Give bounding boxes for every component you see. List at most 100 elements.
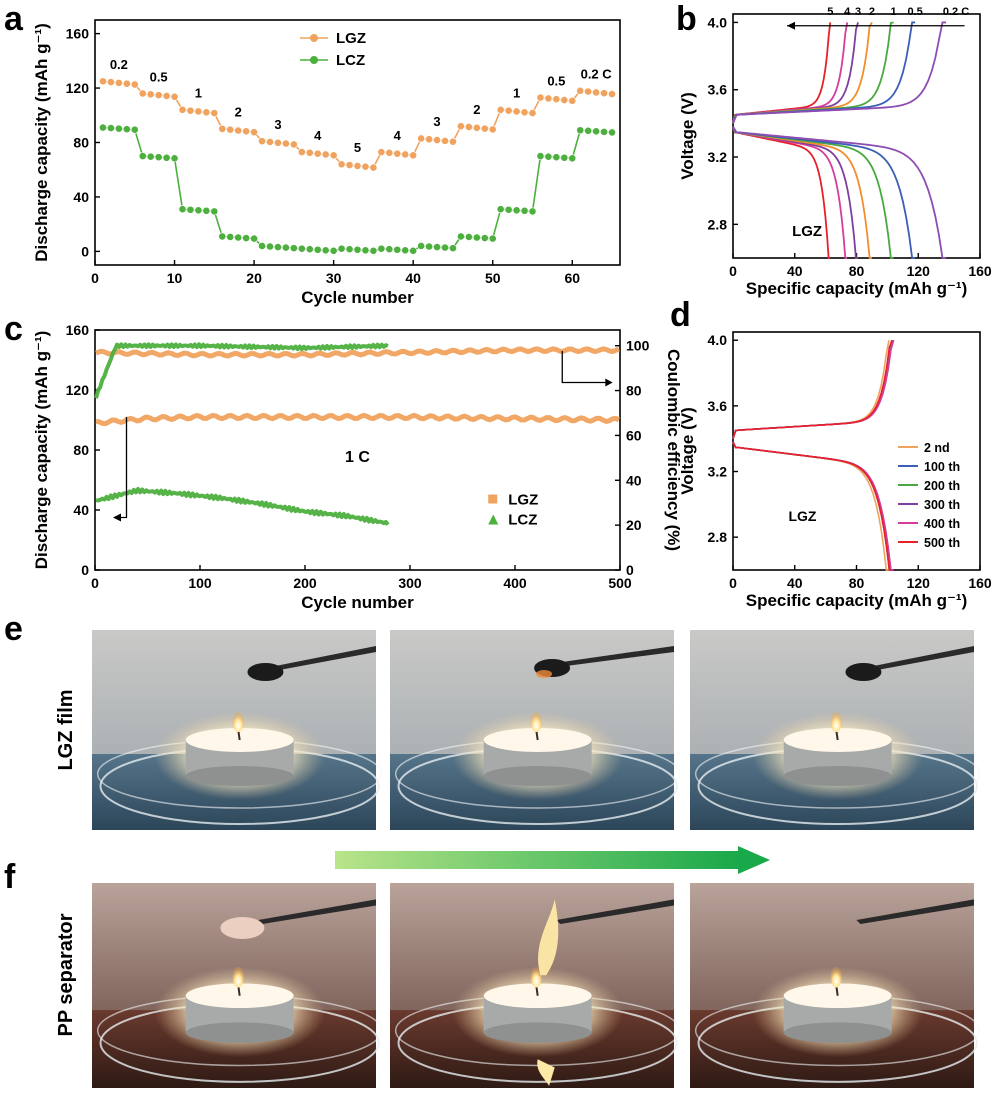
data-point-LGZ [361, 162, 370, 171]
discharge-curve-0.2 C [732, 126, 947, 259]
data-point-LGZ [401, 150, 410, 159]
x-tick-label: 40 [787, 575, 803, 591]
legend-label: LGZ [508, 492, 538, 509]
data-point-LCZ [210, 207, 219, 216]
discharge-curve-300th [732, 441, 894, 571]
photo-f-2 [690, 883, 981, 1088]
dripping-flame [537, 1059, 555, 1086]
y-tick-label: 4.0 [708, 14, 728, 30]
panel-e-row-label: LGZ film [55, 689, 77, 770]
data-point-LGZ [114, 78, 123, 87]
data-point-LGZ [218, 124, 227, 133]
data-point-LCZ [536, 152, 545, 161]
data-point-LGZ [568, 96, 577, 105]
candle-flame [830, 712, 842, 732]
data-point-LGZ [592, 88, 601, 97]
data-point-LGZ [266, 138, 274, 146]
data-point-LCZ [433, 243, 441, 251]
data-point-LCZ [122, 125, 131, 134]
x-tick-label: 400 [503, 575, 527, 591]
progression-arrow [335, 846, 770, 874]
x-tick-label: 40 [787, 263, 803, 279]
data-point-LGZ [178, 105, 187, 114]
curve-label: 2 [869, 6, 875, 18]
y-tick-label: 80 [73, 442, 89, 458]
rate-label: 0.2 [110, 57, 128, 72]
data-point-LCZ [130, 125, 139, 134]
data-point-LGZ [282, 139, 290, 148]
y-tick-label: 3.2 [708, 149, 728, 165]
data-point-LCZ [425, 242, 433, 251]
chart-b-voltage-profiles: 0 40 80 120 160 2.8 3.2 3.6 4.0 Specific capacity… [678, 6, 992, 298]
y2-axis-label: Coulombic efficiency (%) [664, 349, 683, 551]
rate-label: 5 [354, 140, 361, 155]
y2-tick-label: 80 [626, 383, 642, 399]
data-point-LCZ [369, 246, 378, 255]
data-point-LGZ [242, 127, 251, 136]
data-point-LGZ [226, 125, 235, 134]
data-point-LCZ [409, 246, 418, 255]
y-tick-label: 2.8 [708, 529, 728, 545]
data-point-LCZ [242, 234, 251, 242]
annotation: LGZ [788, 508, 816, 524]
tweezers [275, 646, 376, 670]
rate-label: 0.5 [150, 69, 168, 84]
data-point-LGZ [250, 128, 258, 137]
data-point-LGZ [472, 123, 481, 132]
data-point-LCZ [568, 154, 577, 163]
charge-curve-400th [732, 339, 895, 439]
discharge-curve-200th [732, 441, 893, 571]
photo-f-1 [390, 883, 681, 1088]
data-point-LCZ [528, 207, 537, 216]
legend-marker [310, 34, 318, 42]
data-point-LCZ [608, 128, 616, 137]
x-tick-label: 300 [398, 575, 422, 591]
data-point-LCZ [496, 205, 505, 214]
discharge-curve-2nd [732, 441, 889, 571]
chart-a-rate-capability: 0 10 20 30 40 50 60 0 40 80 120 160 Cycle number Disc… [32, 19, 621, 307]
candle-tin-bottom [783, 1022, 892, 1043]
rate-label: 3 [433, 114, 440, 129]
data-point-LCZ [321, 246, 330, 255]
y-tick-label: 120 [66, 80, 90, 96]
data-point-LGZ [409, 151, 418, 160]
axis-indicator-left-head [113, 513, 121, 522]
data-point-LCZ [186, 205, 195, 214]
x-tick-label: 0 [91, 575, 99, 591]
tweezers [873, 646, 974, 670]
data-point-LCZ [250, 234, 258, 243]
y-tick-label: 2.8 [708, 216, 728, 232]
legend-label: 300 th [924, 498, 960, 512]
data-point-LCZ [99, 123, 107, 132]
candle-wax [483, 983, 592, 1009]
data-point-LCZ [274, 243, 282, 251]
data-point-LCZ [472, 233, 481, 242]
data-point-LCZ [584, 126, 593, 135]
curve-label: 3 [855, 6, 861, 18]
data-point-LGZ [99, 77, 107, 86]
curve-label: 0.5 [908, 6, 923, 18]
legend-label: LCZ [336, 52, 365, 69]
data-point-LCZ [600, 127, 608, 136]
data-point-LCZ [449, 244, 457, 253]
x-tick-label: 20 [246, 270, 262, 286]
data-point-LCZ [560, 153, 569, 162]
data-point-LCZ [138, 152, 147, 161]
y-tick-label: 0 [81, 562, 89, 578]
rate-label: 4 [314, 128, 322, 143]
data-point-LGZ [441, 136, 449, 145]
data-point-LGZ [464, 123, 473, 131]
curve-label: 5 [827, 6, 833, 18]
x-tick-label: 40 [405, 270, 421, 286]
data-point-LGZ [584, 87, 593, 96]
legend-label: 100 th [924, 460, 960, 474]
data-point-LGZ [305, 148, 314, 157]
data-point-LCZ [170, 154, 179, 163]
data-point-LGZ [130, 80, 139, 89]
y-axis-label: Voltage (V) [678, 92, 697, 180]
data-point-LCZ [114, 124, 123, 133]
data-point-LCZ [544, 152, 553, 161]
data-point-LCZ [377, 244, 386, 253]
charge-curve-2nd [732, 340, 890, 439]
x-tick-label: 0 [91, 270, 99, 286]
